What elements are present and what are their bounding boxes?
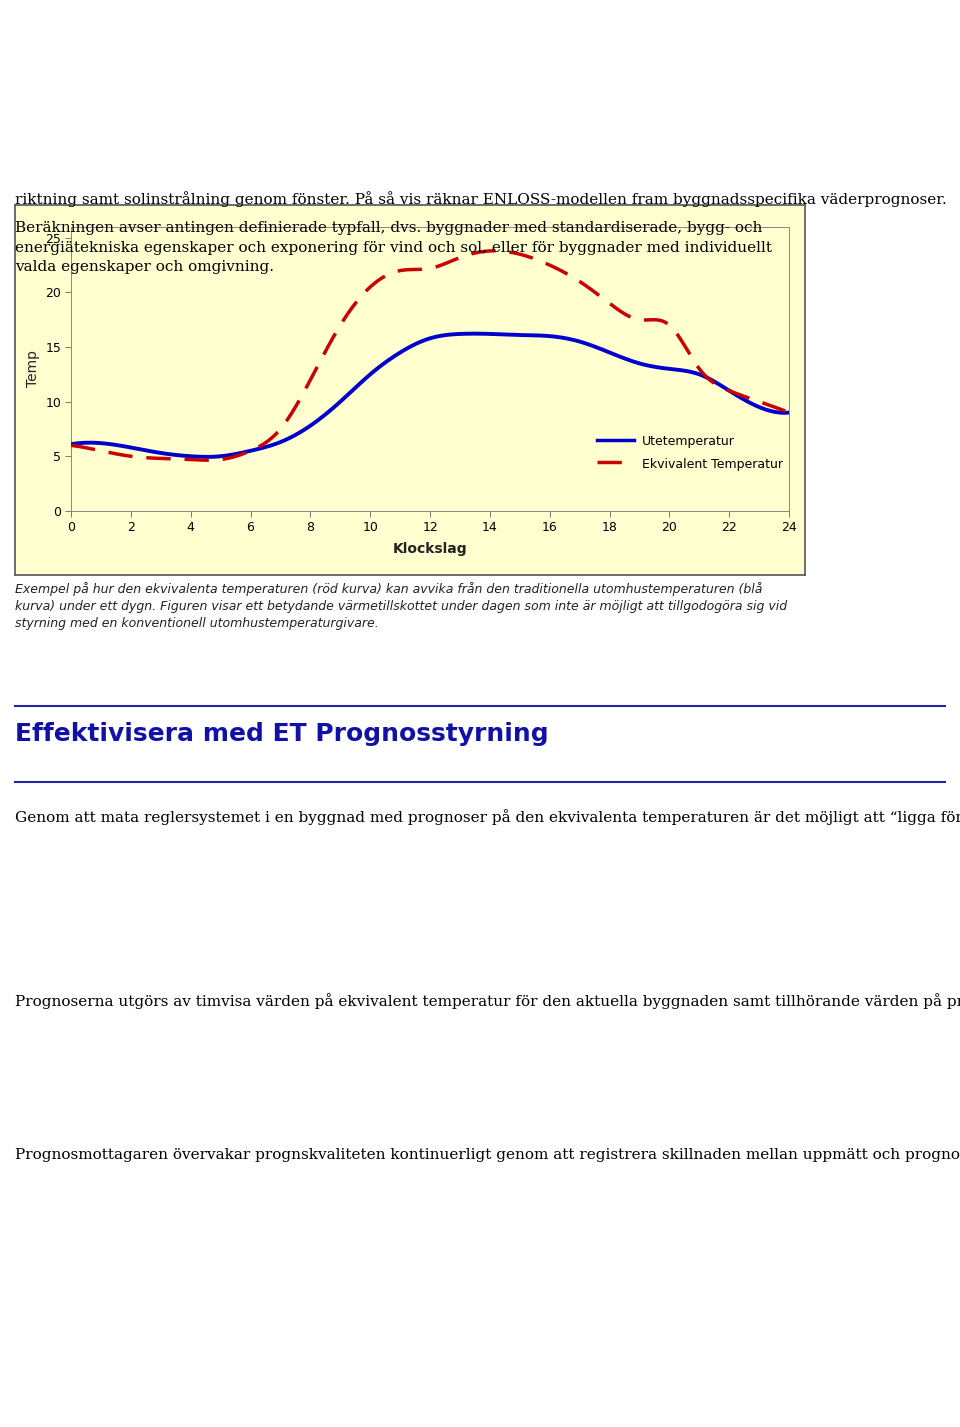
Y-axis label: Temp: Temp <box>26 351 40 387</box>
Text: Prognosmottagaren övervakar prognskvaliteten kontinuerligt genom att registrera : Prognosmottagaren övervakar prognskvalit… <box>15 1146 960 1162</box>
X-axis label: Klockslag: Klockslag <box>393 542 468 557</box>
Legend: Utetemperatur, Ekvivalent Temperatur: Utetemperatur, Ekvivalent Temperatur <box>597 435 782 471</box>
Text: Prognoserna utgörs av timvisa värden på ekvivalent temperatur för den aktuella b: Prognoserna utgörs av timvisa värden på … <box>15 993 960 1009</box>
Text: Beräkningen avser antingen definierade typfall, dvs. byggnader med standardisera: Beräkningen avser antingen definierade t… <box>15 221 773 274</box>
Text: Effektivisera med ET Prognosstyrning: Effektivisera med ET Prognosstyrning <box>15 722 549 746</box>
Text: riktning samt solinstrålning genom fönster. På så vis räknar ENLOSS-modellen fra: riktning samt solinstrålning genom fönst… <box>15 191 948 207</box>
Text: Genom att mata reglersystemet i en byggnad med prognoser på den ekvivalenta temp: Genom att mata reglersystemet i en byggn… <box>15 808 960 825</box>
Text: Exempel på hur den ekvivalenta temperaturen (röd kurva) kan avvika från den trad: Exempel på hur den ekvivalenta temperatu… <box>15 582 787 631</box>
